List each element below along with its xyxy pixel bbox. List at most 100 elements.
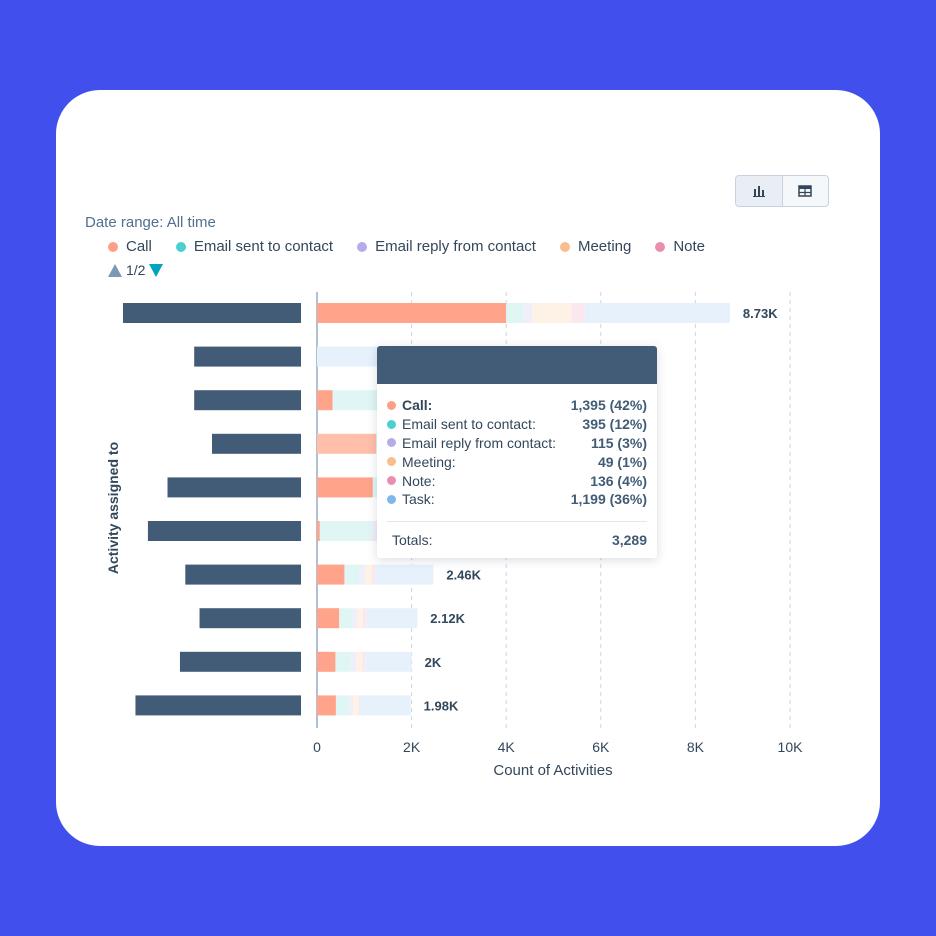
bar-segment-note <box>362 608 367 629</box>
tooltip-value: 49 (1%) <box>597 453 647 470</box>
assignee-bar <box>167 477 301 498</box>
bar-segment-email-reply-from-contact <box>350 651 357 672</box>
tooltip-total-label: Totals: <box>392 531 433 548</box>
legend-item-meeting[interactable]: Meeting <box>559 238 631 255</box>
assignee-bar <box>199 608 301 629</box>
bar-tooltip: Call: 1,395 (42%) Email sent to contact:… <box>377 346 657 558</box>
bar-segment-call <box>317 608 340 629</box>
bar-total-label: 2K <box>425 655 442 670</box>
bar-segment-email-sent-to-contact <box>335 651 351 672</box>
legend-dot <box>357 241 368 252</box>
legend-dot <box>175 241 186 252</box>
legend-label: Note <box>673 238 706 255</box>
tooltip-row-email-sent: Email sent to contact: 395 (12%) <box>387 415 647 434</box>
bar-segment-task <box>366 608 418 629</box>
tooltip-dot <box>387 438 396 448</box>
bar-segment-email-sent-to-contact <box>339 608 353 629</box>
legend-item-email-reply[interactable]: Email reply from contact <box>357 238 536 255</box>
x-tick-label: 10K <box>778 739 804 755</box>
bar-total-label: 1.98K <box>424 698 459 713</box>
bar-segment-note <box>371 564 376 585</box>
assignee-bar <box>135 695 301 716</box>
bar-segment-task <box>360 695 411 716</box>
chart-legend: Call Email sent to contact Email reply f… <box>108 238 729 255</box>
chart-view-button[interactable] <box>736 176 783 206</box>
legend-label: Email sent to contact <box>193 238 334 255</box>
assignee-bar <box>194 346 301 367</box>
tooltip-divider <box>387 520 647 522</box>
tooltip-label: Email sent to contact: <box>402 416 536 433</box>
assignee-bar <box>212 433 301 454</box>
bar-segment-meeting <box>365 564 372 585</box>
pager-page-indicator: 1/2 <box>126 262 146 278</box>
bar-segment-email-sent-to-contact <box>344 564 360 585</box>
bar-segment-call <box>317 695 336 716</box>
tooltip-value: 1,395 (42%) <box>570 397 647 414</box>
tooltip-total-value: 3,289 <box>611 531 647 548</box>
bar-segment-task <box>365 651 412 672</box>
bar-segment-email-reply-from-contact <box>352 608 358 629</box>
bar-total-label: 2.12K <box>430 611 465 626</box>
assignee-bar <box>194 390 301 411</box>
bar-segment-meeting <box>357 608 363 629</box>
bar-segment-note <box>571 303 585 323</box>
bar-segment-call <box>317 433 377 454</box>
tooltip-label: Email reply from contact: <box>402 434 557 451</box>
legend-dot <box>108 241 118 252</box>
x-tick-label: 0 <box>313 739 321 755</box>
tooltip-row-task: Task: 1,199 (36%) <box>387 490 647 509</box>
date-range-filter[interactable]: Date range: All time <box>85 214 216 231</box>
bar-segment-email-sent-to-contact <box>319 521 372 541</box>
tooltip-dot <box>387 476 396 486</box>
bar-chart-icon <box>752 186 765 197</box>
view-toggle <box>735 175 829 207</box>
legend-dot <box>559 241 570 252</box>
tooltip-row-email-reply: Email reply from contact: 115 (3%) <box>387 434 647 453</box>
bar-segment-email-reply-from-contact <box>524 303 533 323</box>
legend-item-call[interactable]: Call <box>108 238 152 255</box>
x-tick-label: 2K <box>403 739 421 755</box>
pager-up-icon[interactable] <box>108 263 122 277</box>
bar-segment-meeting <box>532 303 572 323</box>
bar-total-label: 8.73K <box>743 306 778 321</box>
bar-segment-email-sent-to-contact <box>335 695 350 716</box>
date-range-label: Date range: All time <box>85 214 216 231</box>
bar-segment-call <box>317 303 507 323</box>
bar-segment-email-sent-to-contact <box>506 303 525 323</box>
bar-segment-call <box>317 521 320 541</box>
assignee-bar <box>179 651 301 672</box>
tooltip-label: Call: <box>402 397 433 414</box>
legend-pager: 1/2 <box>108 262 164 278</box>
bar-segment-email-sent-to-contact <box>332 390 390 411</box>
bar-segment-email-reply-from-contact <box>359 564 366 585</box>
y-axis-title: Activity assigned to <box>105 441 121 575</box>
tooltip-label: Meeting: <box>402 453 456 470</box>
tooltip-dot <box>387 419 396 429</box>
tooltip-dot <box>387 400 396 410</box>
tooltip-body: Call: 1,395 (42%) Email sent to contact:… <box>377 384 657 522</box>
x-axis-title: Count of Activities <box>493 762 613 779</box>
bar-segment-call <box>317 651 336 672</box>
legend-item-note[interactable]: Note <box>655 238 705 255</box>
legend-item-email-sent[interactable]: Email sent to contact <box>175 238 334 255</box>
tooltip-total-row: Totals: 3,289 <box>377 532 657 548</box>
assignee-bar <box>147 521 301 541</box>
bar-segment-call <box>317 390 333 411</box>
tooltip-value: 136 (4%) <box>590 472 647 489</box>
pager-down-icon[interactable] <box>149 263 164 277</box>
assignee-bar <box>185 564 301 585</box>
tooltip-row-call: Call: 1,395 (42%) <box>387 396 647 415</box>
x-tick-label: 8K <box>687 739 705 755</box>
bar-segment-email-reply-from-contact <box>349 695 353 716</box>
table-icon <box>798 185 812 197</box>
tooltip-row-note: Note: 136 (4%) <box>387 471 647 490</box>
tooltip-label: Note: <box>402 472 436 489</box>
x-tick-label: 4K <box>498 739 516 755</box>
tooltip-label: Task: <box>402 491 435 508</box>
legend-label: Email reply from contact <box>375 238 536 255</box>
table-view-button[interactable] <box>783 176 829 206</box>
assignee-bar <box>123 303 301 323</box>
bar-segment-call <box>317 477 373 498</box>
bar-segment-call <box>317 564 345 585</box>
tooltip-value: 395 (12%) <box>582 416 647 433</box>
